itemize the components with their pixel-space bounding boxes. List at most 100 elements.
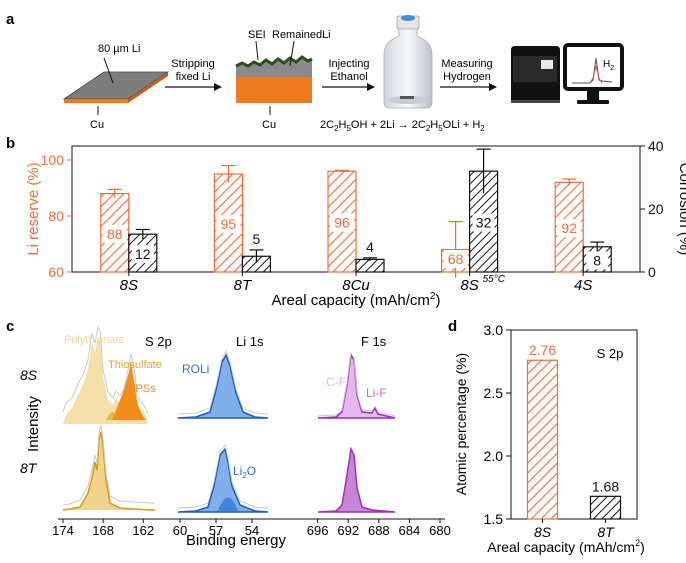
li-label: Li [322, 29, 331, 41]
roli-peak-8s [177, 353, 269, 419]
corrosion-data-label: 32 [476, 215, 492, 231]
f1s-8s-raw [317, 351, 396, 417]
panel-d-bars: 2.76 8S 1.68 8T [526, 342, 622, 540]
thiosulfate-label: Thiosulfate [108, 359, 162, 371]
corrosion-bar [355, 258, 385, 273]
panel-b-right-axis: 0 20 40 [640, 138, 664, 280]
monitor-neck [587, 91, 599, 100]
c-x-tick-label: 174 [52, 523, 74, 538]
panel-letter-a: a [6, 11, 15, 28]
monitor-stand [577, 100, 609, 104]
step1-label-line2: fixed Li [176, 71, 211, 83]
atomic-percentage-label: 2.76 [529, 342, 556, 358]
c-x-tick-label: 57 [209, 523, 223, 538]
b-category-label: 4S [574, 277, 592, 294]
s2p-title: S 2p [145, 334, 172, 349]
b-left-tick-label: 60 [48, 264, 64, 280]
b-left-tick-label: 80 [48, 208, 64, 224]
panel-d-xlabel: Areal capacity (mAh/cm2) [487, 538, 645, 555]
b-right-tick-label: 20 [648, 201, 664, 217]
corrosion-label-bg [586, 251, 609, 270]
li1s-spectra: ROLi Li2O Li 1s [177, 334, 269, 513]
arrow-1-head [214, 83, 222, 91]
vial-septum [401, 15, 415, 21]
copper-side [128, 72, 168, 103]
d-y-tick-label: 3.0 [484, 322, 504, 338]
panel-d-title: S 2p [597, 346, 624, 361]
c-x-tick-label: 684 [399, 523, 421, 538]
vial-body [383, 28, 433, 109]
b-category-label: 8S [120, 277, 138, 294]
f1s-spectra: C-F Li-F F 1s [317, 334, 396, 513]
vial-sample [400, 96, 414, 99]
s2p-8t-fit [62, 431, 155, 511]
d-y-tick-label: 2.5 [484, 385, 504, 401]
corrosion-data-label: 5 [253, 231, 261, 247]
copper-slab [236, 77, 312, 103]
li-reserve-data-label: 95 [221, 216, 237, 232]
panel-b-bars: 88 12 95 5 96 4 68 32 92 8 [100, 148, 612, 278]
device-base [511, 100, 560, 103]
sei-pointer [255, 40, 259, 61]
b-left-tick-label: 100 [41, 152, 65, 168]
d-category-label: 8T [597, 524, 615, 540]
b-category-label: 8T [234, 277, 253, 294]
li-reserve-label-bg [443, 250, 468, 268]
step1-label-line1: Stripping [171, 58, 214, 70]
li2o-label: Li2O [233, 464, 256, 480]
lif-label: Li-F [366, 386, 387, 400]
d-y-tick-label: 1.5 [484, 511, 504, 527]
roli-label: ROLi [182, 362, 209, 376]
panel-d-ylabel: Atomic percentage (%) [453, 353, 469, 495]
cu-label-2: Cu [262, 119, 276, 131]
c-x-tick-label: 54 [245, 523, 259, 538]
c-x-tick-label: 696 [307, 523, 329, 538]
panel-c-row-8s: 8S [20, 367, 38, 383]
panel-c-axes: 174 168 162 60 57 54 696 692 688 684 680 [52, 518, 451, 538]
vial-liquid [388, 96, 428, 104]
panel-b-y2label: Corrosion (%) [676, 163, 686, 256]
monitor-frame [563, 43, 624, 91]
panel-letter-b: b [6, 135, 15, 152]
step-arrow-1: Stripping fixed Li [165, 58, 222, 91]
li1s-title: Li 1s [236, 334, 264, 349]
atomic-percentage-label: 1.68 [592, 478, 619, 494]
d-category-label: 8S [534, 524, 552, 540]
b-category-superscript: 55°C [483, 274, 506, 285]
s2p-spectra: Polythionate Thiosulfate LiPSs S 2p [62, 325, 172, 511]
li-reserve-label-bg [330, 213, 354, 232]
monitor-peak [589, 65, 603, 84]
panel-b: b 60 80 100 0 20 40 88 12 95 5 96 4 68 32 92 8 8S 8T 8C… [6, 135, 686, 309]
b-category-label: 8Cu [342, 277, 370, 294]
atomic-percentage-bar [526, 359, 559, 520]
corrosion-data-label: 8 [593, 252, 601, 268]
cf-peak-8s [317, 352, 396, 419]
b-right-tick-label: 40 [648, 138, 664, 154]
li-reserve-data-label: 96 [334, 215, 350, 231]
reaction-equation: 2C2H5OH + 2Li → 2C2H5OLi + H2 [320, 119, 485, 133]
c-x-tick-label: 60 [173, 523, 187, 538]
panel-letter-d: d [448, 318, 457, 335]
copper-edge [64, 99, 128, 103]
panel-a: a 80 µm Li Cu Stripping fixed Li SEI Rem… [6, 11, 624, 133]
arrow-3-head [489, 83, 497, 91]
monitor-h2-label: H2 [603, 59, 614, 72]
lipss-peak [112, 362, 146, 420]
panel-b-left-axis: 60 80 100 [41, 152, 72, 280]
foil-pointer [103, 57, 114, 84]
corrosion-label-bg [131, 245, 154, 264]
c-x-tick-label: 168 [92, 523, 114, 538]
c-x-tick-label: 680 [429, 523, 451, 538]
s2p-8t-raw [62, 424, 155, 506]
cf-label: C-F [326, 375, 346, 389]
remained-pointer [289, 40, 295, 67]
arrow-2-head [367, 83, 375, 91]
panel-c: c Intensity 8S 8T 174 168 162 60 57 54 696 692 6… [6, 318, 451, 549]
sei-label: SEI [248, 29, 266, 41]
step-arrow-2: Injecting Ethanol [322, 58, 375, 91]
panel-c-xlabel: Binding energy [186, 532, 287, 549]
atomic-percentage-bar [589, 495, 622, 520]
c-x-tick-label: 692 [337, 523, 359, 538]
li-reserve-label-bg [216, 215, 241, 233]
corrosion-data-label: 12 [135, 246, 151, 262]
